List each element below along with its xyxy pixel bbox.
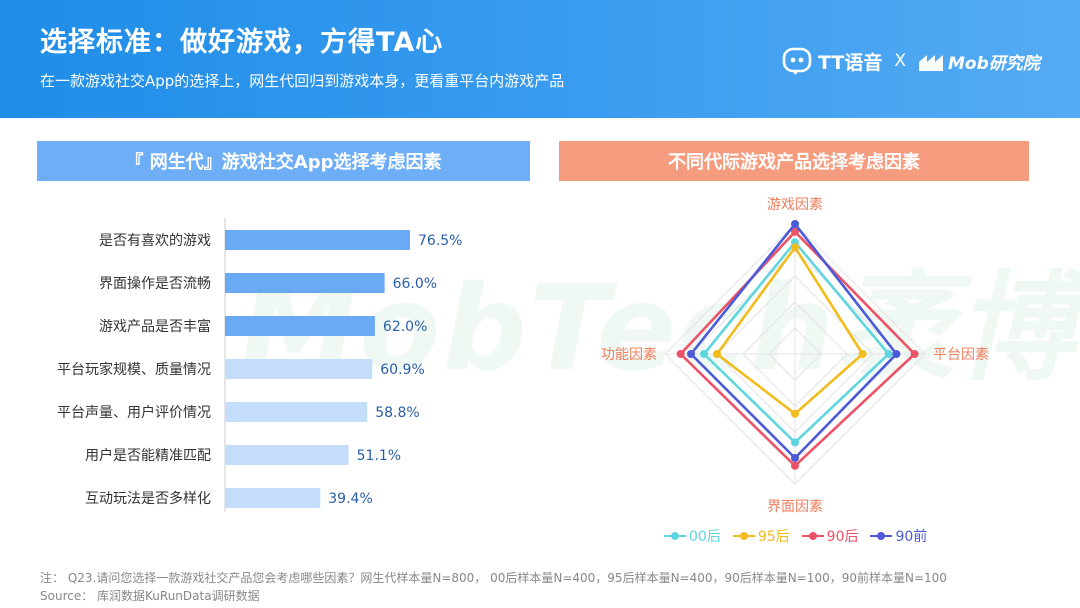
legend-item: 00后: [664, 526, 721, 546]
legend-item: 90后: [801, 526, 859, 546]
radar-chart-title: 不同代际游戏产品选择考虑因素: [559, 141, 1029, 181]
bar-category-label: 是否有喜欢的游戏: [99, 233, 211, 249]
mob-logo-icon: [919, 55, 944, 71]
horizontal-bar-chart: 是否有喜欢的游戏 76.5% 界面操作是否流畅 66.0% 游戏产品是否丰富 62.0% 平…: [57, 218, 462, 512]
tt-voice-logo-icon: [782, 47, 812, 75]
source-note: Source： 库润数据KuRunData调研数据: [40, 589, 260, 603]
bar-value-label: 39.4%: [328, 491, 372, 507]
brand-tt-name: TT语音: [818, 51, 883, 74]
radar-axis-label: 功能因素: [601, 347, 657, 363]
legend-label: 90后: [826, 529, 859, 545]
radar-series-point: [791, 227, 799, 236]
radar-series-point: [791, 454, 799, 462]
radar-series-point: [676, 350, 685, 358]
bar-category-label: 平台声量、用户评价情况: [57, 404, 211, 421]
bar-category-label: 界面操作是否流畅: [99, 276, 211, 292]
header-banner: 选择标准：做好游戏，方得TA心 在一款游戏社交App的选择上，网生代回归到游戏本…: [0, 0, 1080, 118]
radar-axis-label: 游戏因素: [767, 197, 823, 213]
radar-series-point: [884, 350, 893, 358]
radar-series-point: [892, 350, 901, 358]
page-subtitle: 在一款游戏社交App的选择上，网生代回归到游戏本身，更看重平台内游戏产品: [40, 72, 565, 90]
legend-swatch: [664, 531, 686, 541]
radar-series-point: [791, 409, 799, 418]
legend-label: 95后: [757, 529, 790, 545]
legend-item: 90前: [870, 526, 927, 546]
bar: [225, 402, 368, 422]
bar-category-label: 用户是否能精准匹配: [85, 447, 211, 464]
legend-swatch: [732, 531, 755, 541]
radar-series-point: [713, 350, 721, 358]
bar: [225, 445, 349, 465]
radar-series-line: [689, 222, 898, 460]
legend-item: 95后: [732, 526, 790, 546]
bar-category-label: 平台玩家规模、质量情况: [57, 361, 211, 378]
brand-mob-name: Mob研究院: [948, 53, 1040, 74]
bar-value-label: 51.1%: [357, 448, 401, 464]
footnote: 注： Q23.请问您选择一款游戏社交产品您会考虑哪些因素？网生代样本量N=800…: [40, 571, 947, 585]
radar-series-point: [791, 461, 799, 470]
page-title: 选择标准：做好游戏，方得TA心: [40, 27, 444, 58]
bar-category-label: 互动玩法是否多样化: [85, 490, 211, 507]
bar-value-label: 58.8%: [375, 405, 419, 421]
legend-swatch: [801, 531, 824, 541]
bar: [225, 488, 321, 508]
bar-value-label: 60.9%: [380, 362, 424, 378]
radar-series-line: [679, 230, 916, 468]
radar-series-point: [687, 350, 695, 358]
bar-value-label: 66.0%: [393, 276, 437, 292]
brand-logos: TT语音 X Mob研究院: [782, 44, 1040, 78]
radar-series-point: [791, 438, 799, 447]
radar-axis-label: 平台因素: [933, 347, 989, 363]
radar-series-point: [791, 220, 799, 228]
bar-value-label: 62.0%: [383, 319, 427, 335]
bar: [225, 359, 373, 379]
brand-separator: X: [894, 51, 907, 71]
bar: [225, 230, 410, 250]
legend-label: 00后: [689, 529, 721, 545]
radar-series-point: [858, 350, 867, 358]
bar-category-label: 游戏产品是否丰富: [99, 318, 211, 335]
bar-chart-title: 『 网生代』游戏社交App选择考虑因素: [37, 141, 530, 181]
radar-axis-label: 界面因素: [767, 499, 823, 515]
legend-swatch: [870, 531, 893, 541]
legend-label: 90前: [895, 529, 928, 545]
bar-value-label: 76.5%: [418, 233, 462, 249]
radar-series-point: [791, 243, 799, 252]
bar: [225, 273, 385, 293]
bar: [225, 316, 375, 336]
radar-series-point: [700, 350, 708, 358]
radar-series-point: [910, 350, 919, 358]
radar-legend: 00后 95后 90后 90前: [664, 526, 939, 546]
